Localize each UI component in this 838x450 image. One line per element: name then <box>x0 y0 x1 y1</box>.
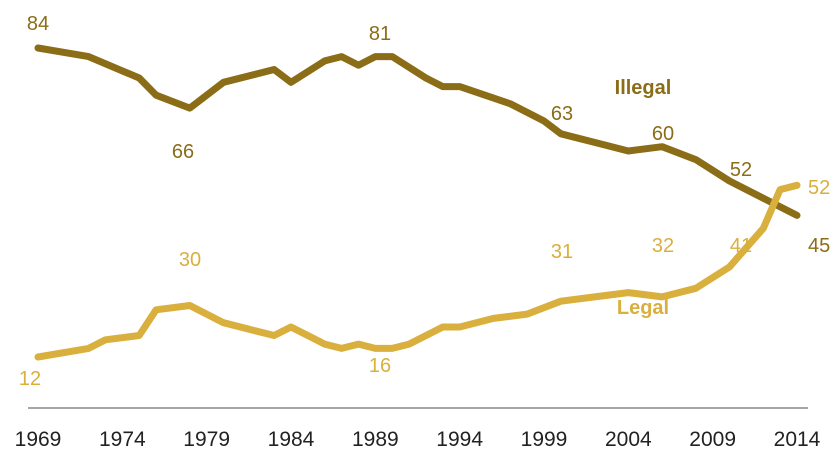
data-label-legal-2006: 32 <box>652 235 674 257</box>
series-name-illegal: Illegal <box>615 77 672 99</box>
series-lines <box>34 44 801 361</box>
x-tick-label-1979: 1979 <box>183 428 230 450</box>
x-tick-label-2014: 2014 <box>774 428 821 450</box>
data-label-illegal-2006: 60 <box>652 123 674 145</box>
x-tick-label-1969: 1969 <box>15 428 62 450</box>
data-labels: 84 66 81 63 60 52 45 12 30 16 31 32 41 52 <box>19 13 830 390</box>
x-tick-label-1989: 1989 <box>352 428 399 450</box>
series-line-illegal <box>34 44 801 219</box>
data-label-illegal-2000: 63 <box>551 103 573 125</box>
data-label-illegal-1978: 66 <box>172 141 194 163</box>
data-label-legal-2011: 41 <box>730 235 752 257</box>
x-tick-label-2009: 2009 <box>689 428 736 450</box>
series-name-legal: Legal <box>617 297 669 319</box>
data-label-legal-1989: 16 <box>369 355 391 377</box>
data-label-legal-1978: 30 <box>179 249 201 271</box>
x-tick-label-1974: 1974 <box>99 428 146 450</box>
data-label-illegal-2011: 52 <box>730 159 752 181</box>
data-label-legal-1969: 12 <box>19 368 41 390</box>
data-label-legal-2014: 52 <box>808 177 830 199</box>
data-label-illegal-2014: 45 <box>808 235 830 257</box>
x-tick-label-1994: 1994 <box>436 428 483 450</box>
data-label-illegal-1969: 84 <box>27 13 49 35</box>
x-tick-label-1984: 1984 <box>268 428 315 450</box>
series-names: Illegal Legal <box>615 77 672 319</box>
x-tick-label-1999: 1999 <box>521 428 568 450</box>
data-label-legal-2000: 31 <box>551 241 573 263</box>
x-tick-label-2004: 2004 <box>605 428 652 450</box>
data-label-illegal-1989: 81 <box>369 23 391 45</box>
series-line-legal <box>34 181 801 361</box>
x-axis-ticks: 1969 1974 1979 1984 1989 1994 1999 2004 2009 2014 <box>15 428 821 450</box>
